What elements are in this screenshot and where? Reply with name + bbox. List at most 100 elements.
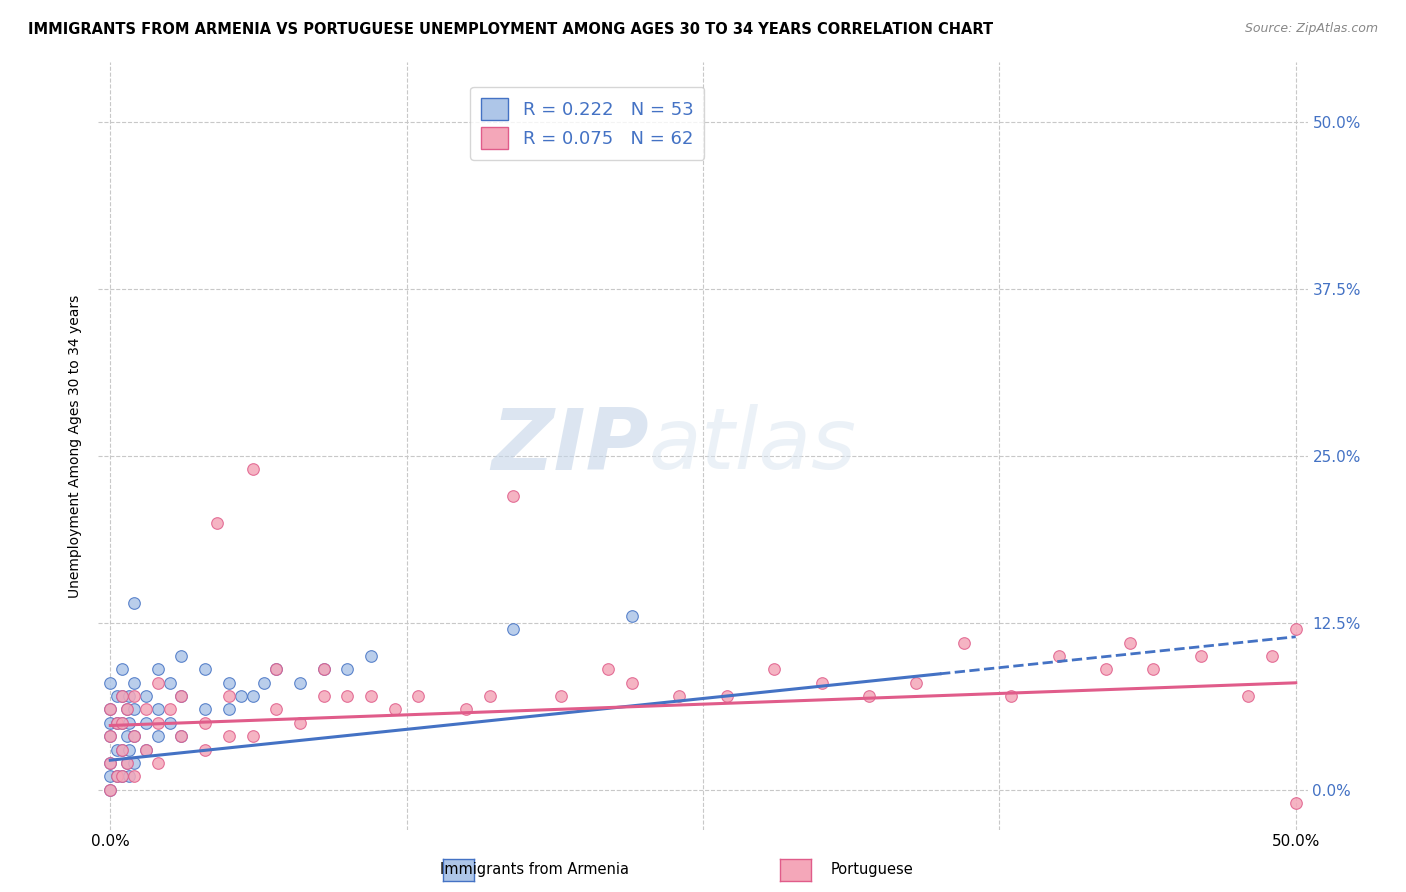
Point <box>360 689 382 703</box>
Point <box>122 769 145 783</box>
Point <box>135 715 157 730</box>
Point <box>360 649 382 664</box>
Point <box>146 675 169 690</box>
Point <box>716 689 738 703</box>
Point <box>905 675 928 690</box>
Point <box>118 715 141 730</box>
Point <box>98 756 121 770</box>
Point <box>598 663 620 677</box>
Text: ZIP: ZIP <box>491 404 648 488</box>
Point <box>122 675 145 690</box>
Point <box>502 623 524 637</box>
Point <box>111 689 134 703</box>
Point <box>194 663 217 677</box>
Point <box>336 663 359 677</box>
Point <box>218 689 240 703</box>
Point <box>122 729 145 743</box>
Point <box>1285 623 1308 637</box>
Point <box>336 689 359 703</box>
Point <box>502 489 524 503</box>
Point <box>288 715 311 730</box>
Point <box>146 663 169 677</box>
Point <box>115 729 138 743</box>
Point <box>98 782 121 797</box>
Point <box>170 729 193 743</box>
Point <box>952 636 974 650</box>
Point <box>111 715 134 730</box>
Point <box>1000 689 1022 703</box>
Point <box>118 769 141 783</box>
Point <box>146 715 169 730</box>
Point <box>242 729 264 743</box>
Point <box>98 702 121 716</box>
Point <box>478 689 501 703</box>
Point <box>194 702 217 716</box>
Point <box>312 663 335 677</box>
Point <box>1047 649 1070 664</box>
Point <box>763 663 786 677</box>
Point <box>620 609 643 624</box>
Point <box>122 689 145 703</box>
Point <box>98 675 121 690</box>
Point <box>1285 796 1308 810</box>
Point <box>550 689 572 703</box>
Point <box>218 675 240 690</box>
Point <box>105 769 128 783</box>
Point <box>229 689 252 703</box>
Point <box>135 702 157 716</box>
Point <box>242 689 264 703</box>
Point <box>312 689 335 703</box>
Point <box>111 769 134 783</box>
Point <box>218 729 240 743</box>
Point <box>122 756 145 770</box>
Point <box>288 675 311 690</box>
Point <box>111 715 134 730</box>
Point <box>170 649 193 664</box>
Point <box>159 675 181 690</box>
Point <box>1189 649 1212 664</box>
Point <box>170 689 193 703</box>
Point <box>111 742 134 756</box>
Point <box>264 663 287 677</box>
Text: IMMIGRANTS FROM ARMENIA VS PORTUGUESE UNEMPLOYMENT AMONG AGES 30 TO 34 YEARS COR: IMMIGRANTS FROM ARMENIA VS PORTUGUESE UN… <box>28 22 993 37</box>
Point <box>159 715 181 730</box>
Point <box>105 715 128 730</box>
Point <box>115 702 138 716</box>
Point <box>98 756 121 770</box>
Point <box>1119 636 1142 650</box>
Point <box>135 689 157 703</box>
Point <box>454 702 477 716</box>
Point <box>146 756 169 770</box>
Point <box>170 729 193 743</box>
Point <box>122 596 145 610</box>
Text: Portuguese: Portuguese <box>831 863 912 877</box>
Point <box>384 702 406 716</box>
Point <box>111 769 134 783</box>
Point <box>668 689 690 703</box>
Text: atlas: atlas <box>648 404 856 488</box>
Point <box>205 516 228 530</box>
Point <box>118 742 141 756</box>
Point <box>98 729 121 743</box>
Point <box>98 715 121 730</box>
Point <box>146 702 169 716</box>
Point <box>98 729 121 743</box>
Point <box>1142 663 1164 677</box>
Point <box>858 689 880 703</box>
Point <box>115 756 138 770</box>
Point <box>170 689 193 703</box>
Point <box>111 742 134 756</box>
Point <box>159 702 181 716</box>
Y-axis label: Unemployment Among Ages 30 to 34 years: Unemployment Among Ages 30 to 34 years <box>69 294 83 598</box>
Point <box>122 729 145 743</box>
Point <box>312 663 335 677</box>
Point <box>1261 649 1284 664</box>
Legend: R = 0.222   N = 53, R = 0.075   N = 62: R = 0.222 N = 53, R = 0.075 N = 62 <box>470 87 704 160</box>
Point <box>98 769 121 783</box>
Point <box>135 742 157 756</box>
Point <box>115 756 138 770</box>
Point <box>98 702 121 716</box>
Point <box>135 742 157 756</box>
Point <box>98 782 121 797</box>
Point <box>242 462 264 476</box>
